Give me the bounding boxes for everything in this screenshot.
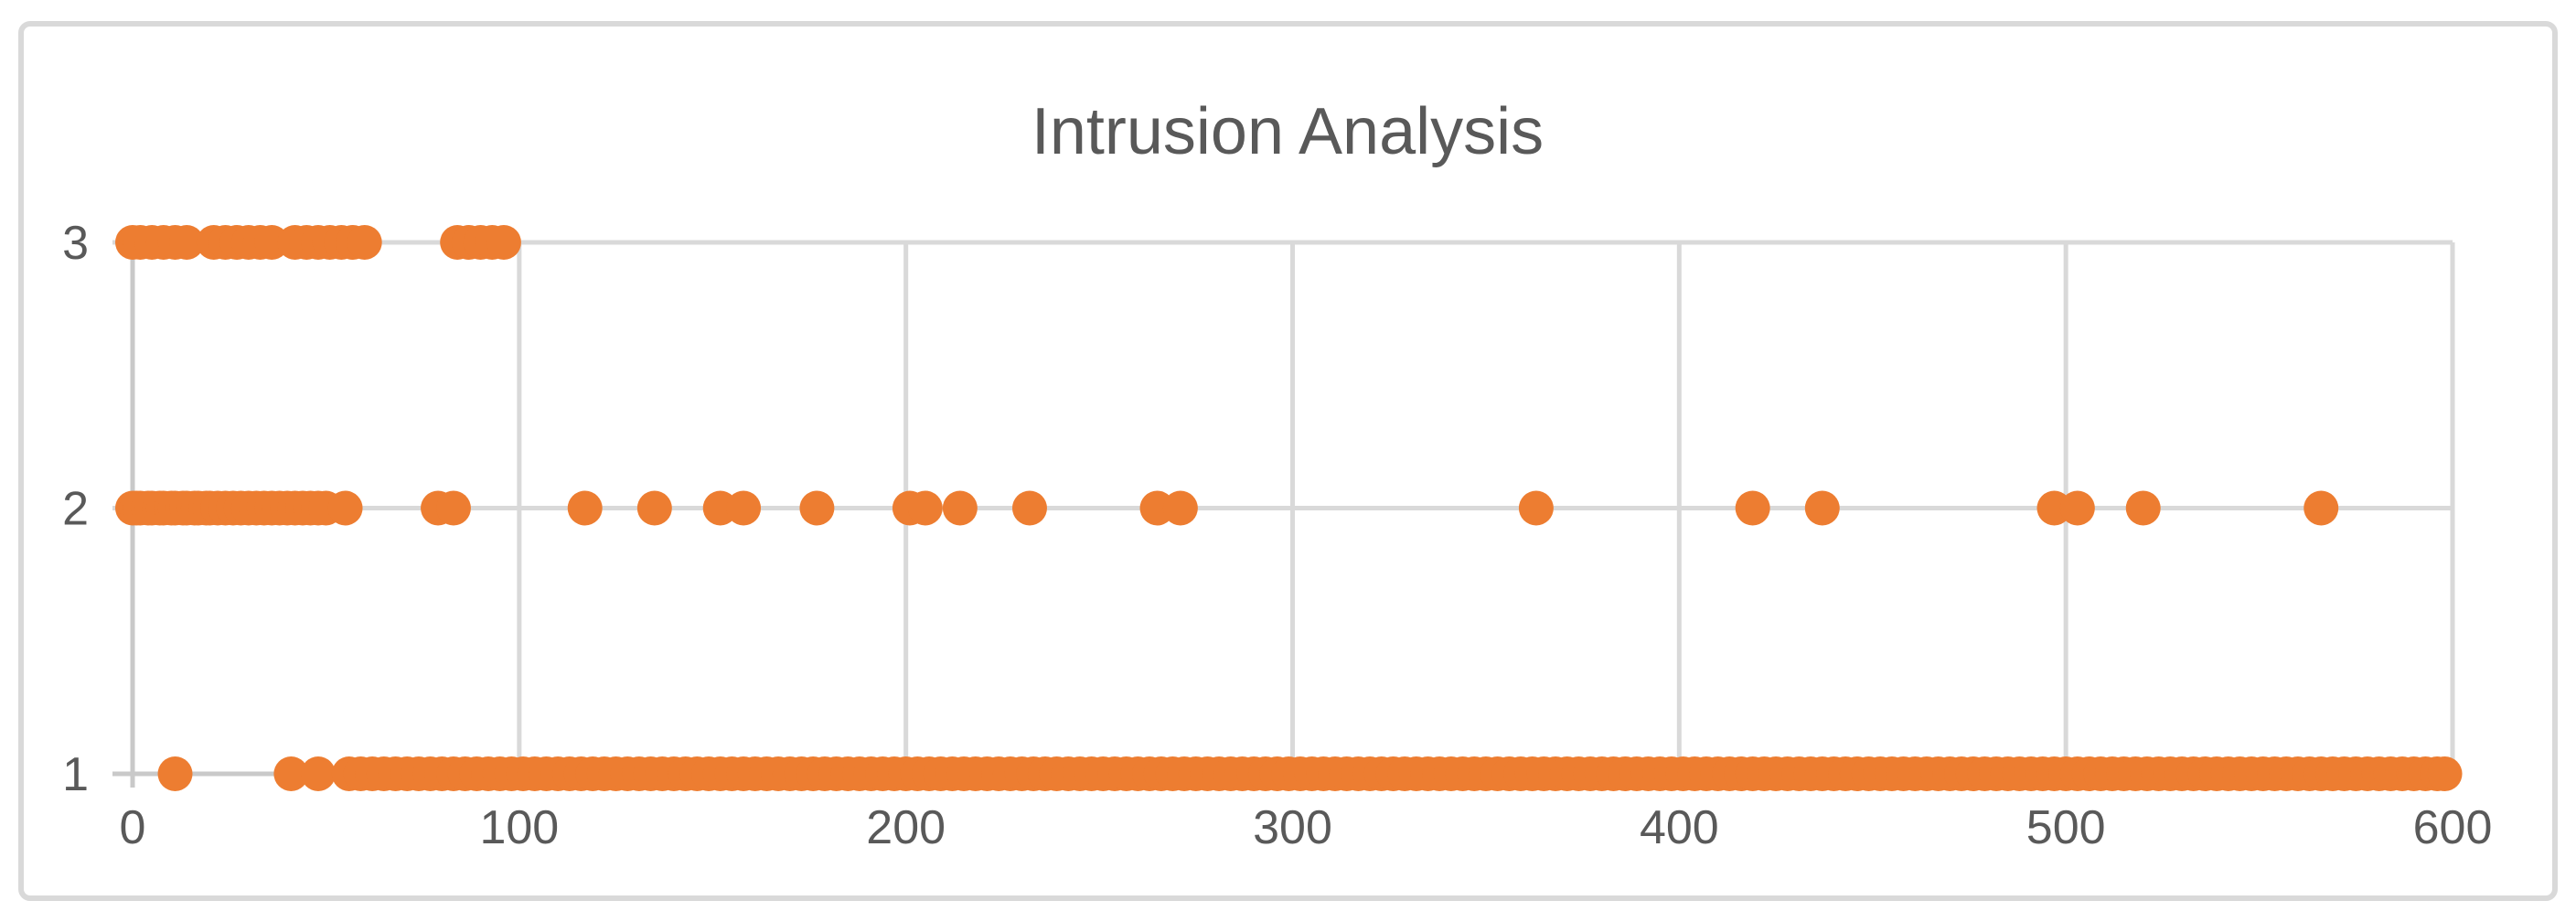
data-point bbox=[1162, 490, 1198, 526]
x-tick-label: 200 bbox=[866, 801, 946, 854]
y-tick-label: 1 bbox=[62, 748, 89, 801]
data-point bbox=[2303, 490, 2339, 526]
data-point bbox=[435, 490, 471, 526]
x-tick-label: 600 bbox=[2413, 801, 2493, 854]
y-tick-label: 2 bbox=[62, 483, 89, 536]
data-point bbox=[942, 490, 978, 526]
data-point bbox=[1011, 490, 1047, 526]
x-tick-label: 100 bbox=[479, 801, 559, 854]
y-tick-label: 3 bbox=[62, 217, 89, 270]
data-point bbox=[1735, 490, 1770, 526]
chart-title: Intrusion Analysis bbox=[1031, 95, 1544, 168]
data-point bbox=[2125, 490, 2161, 526]
data-point bbox=[300, 756, 336, 791]
data-point bbox=[726, 490, 762, 526]
data-point bbox=[1804, 490, 1840, 526]
x-axis-tick-labels: 0 100 200 300 400 500 600 bbox=[120, 801, 2493, 854]
data-point bbox=[2427, 756, 2463, 791]
data-point bbox=[907, 490, 943, 526]
data-point bbox=[2059, 490, 2095, 526]
data-point bbox=[347, 225, 382, 260]
data-points bbox=[115, 225, 2463, 791]
data-point bbox=[169, 225, 205, 260]
data-point bbox=[567, 490, 603, 526]
x-tick-label: 300 bbox=[1253, 801, 1332, 854]
data-point bbox=[799, 490, 835, 526]
data-point bbox=[327, 490, 363, 526]
x-tick-label: 400 bbox=[1640, 801, 1719, 854]
data-point bbox=[636, 490, 672, 526]
x-tick-label: 0 bbox=[120, 801, 146, 854]
data-point bbox=[157, 756, 193, 791]
x-tick-label: 500 bbox=[2026, 801, 2106, 854]
data-point bbox=[1518, 490, 1554, 526]
data-point bbox=[486, 225, 521, 260]
y-axis-tick-labels: 1 2 3 bbox=[62, 217, 89, 801]
data-point bbox=[273, 756, 309, 791]
